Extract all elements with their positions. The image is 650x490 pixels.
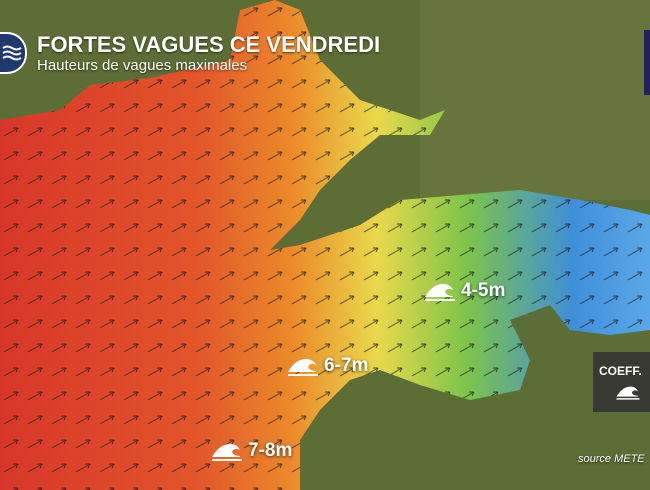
- source-credit: source METE: [578, 453, 645, 465]
- page-subtitle: Hauteurs de vagues maximales: [37, 56, 248, 74]
- wave-icon: [616, 386, 640, 400]
- waves-icon: [0, 32, 27, 74]
- brand-logo: [644, 30, 650, 95]
- wave-icon: [288, 358, 318, 376]
- page-title: FORTES VAGUES CE VENDREDI: [37, 31, 381, 57]
- coeff-panel: COEFF.: [593, 352, 650, 412]
- wave-label-4-5m: 4-5m: [423, 280, 505, 302]
- wave-label-7-8m: 7-8m: [210, 440, 292, 462]
- wave-label-6-7m: 6-7m: [286, 355, 368, 377]
- header: FORTES VAGUES CE VENDREDI Hauteurs de va…: [0, 32, 380, 74]
- wave-icon: [212, 443, 242, 461]
- wave-icon: [425, 283, 455, 301]
